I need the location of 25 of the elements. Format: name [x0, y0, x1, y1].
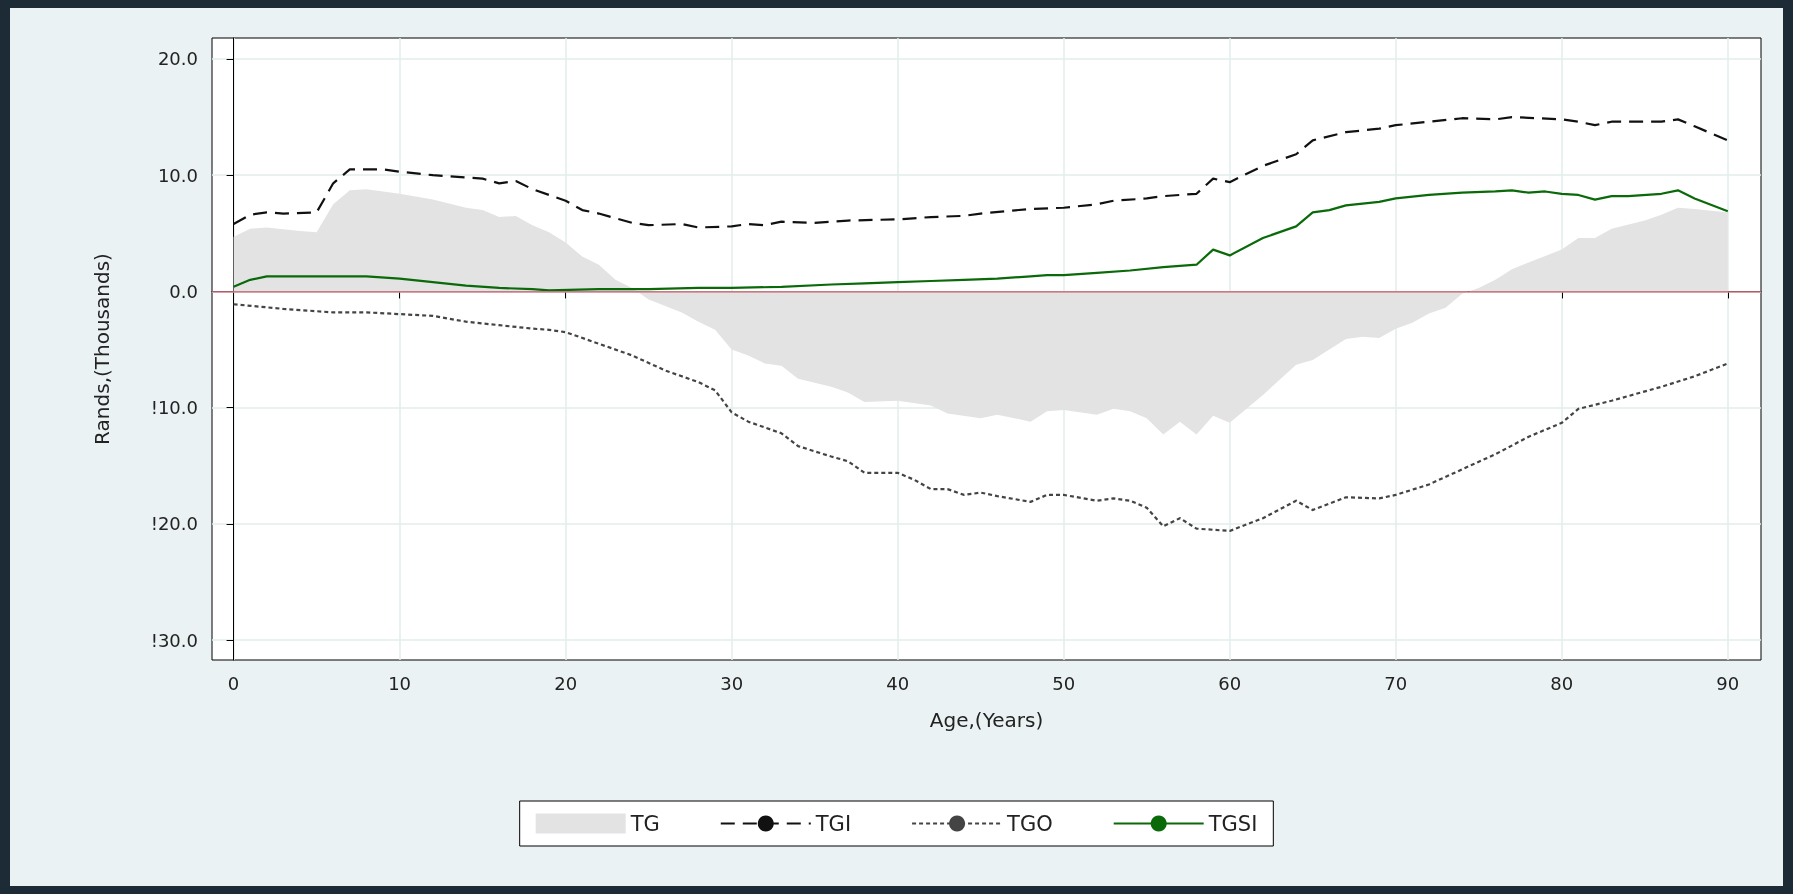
y-tick-label: 10.0: [157, 164, 198, 186]
line-series: [232, 115, 1729, 229]
y-tick-label: !20.0: [150, 513, 198, 535]
x-tick-label: 50: [1052, 672, 1076, 694]
x-tick-label: 80: [1550, 672, 1574, 694]
y-tick-label: 20.0: [157, 48, 198, 70]
legend-label: TGI: [814, 811, 852, 836]
x-tick-label: 20: [554, 672, 578, 694]
x-tick-label: 60: [1218, 672, 1242, 694]
legend-label: TGSI: [1207, 811, 1258, 836]
y-axis-title: Rands,(Thousands): [90, 253, 114, 445]
legend-label: TG: [629, 811, 660, 836]
x-tick-label: 40: [886, 672, 910, 694]
x-tick-label: 10: [388, 672, 412, 694]
line-series: [232, 303, 1729, 533]
x-tick-label: 0: [227, 672, 240, 694]
x-axis-title: Age,(Years): [929, 708, 1044, 732]
y-tick-label: !10.0: [150, 397, 198, 419]
x-tick-label: 70: [1384, 672, 1408, 694]
legend-label: TGO: [1006, 811, 1053, 836]
line-series: [232, 189, 1729, 292]
x-tick-label: 30: [720, 672, 744, 694]
x-tick-label: 90: [1716, 672, 1740, 694]
y-tick-label: !30.0: [150, 629, 198, 651]
y-tick-label: 0.0: [169, 280, 198, 302]
